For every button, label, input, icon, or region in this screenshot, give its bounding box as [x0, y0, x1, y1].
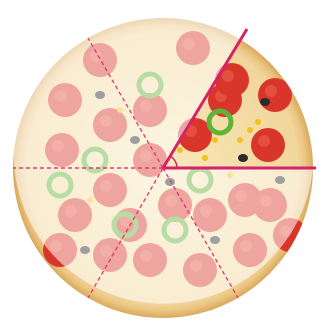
pepperoni-highlight: [222, 70, 234, 82]
olive: [260, 98, 270, 106]
pepperoni-highlight: [265, 85, 277, 97]
corn-kernel: [247, 127, 253, 133]
corn-kernel: [177, 147, 183, 153]
highlighted-slice: [161, 28, 316, 170]
corn-kernel: [202, 155, 208, 161]
slice-edge-upper: [161, 28, 249, 169]
cut-line: [87, 167, 164, 299]
faded-slices-overlay: [13, 3, 313, 304]
corn-kernel: [255, 119, 261, 125]
green-pepper: [206, 108, 234, 136]
slice-cut-lines: [13, 37, 239, 299]
corn-kernel: [212, 137, 218, 143]
angle-arc-icon: [169, 155, 178, 169]
corn-kernel: [237, 137, 243, 143]
cut-line: [87, 37, 164, 169]
pepperoni-highlight: [258, 135, 270, 147]
olive: [238, 154, 248, 162]
cut-line: [162, 167, 239, 299]
